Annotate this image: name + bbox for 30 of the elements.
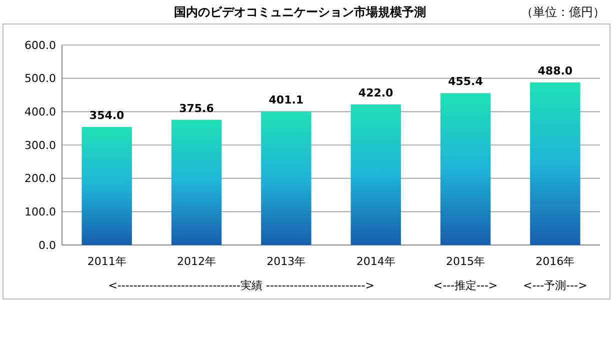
text: <-------------------------------実績 -------------------------> <box>108 279 374 292</box>
chart-title: 国内のビデオコミュニケーション市場規模予測 <box>174 5 426 19</box>
text: <---予測---> <box>523 279 588 292</box>
bar <box>171 120 222 245</box>
text: <---推定---> <box>433 279 498 292</box>
y-tick-label: 500.0 <box>24 72 56 86</box>
bar <box>530 82 580 245</box>
y-tick-label: 400.0 <box>24 106 56 119</box>
bar <box>440 93 491 245</box>
data-label: 375.6 <box>179 102 214 115</box>
text: （単位：億円） <box>521 5 605 19</box>
data-label: 422.0 <box>358 86 394 100</box>
bar <box>261 111 312 245</box>
y-tick-label: 300.0 <box>24 138 56 152</box>
x-tick-label: 2012年 <box>177 255 216 268</box>
data-label: 455.4 <box>448 75 484 88</box>
x-tick-label: 2016年 <box>536 255 575 268</box>
x-tick-label: 2011年 <box>87 255 126 268</box>
x-tick-label: 2013年 <box>266 255 306 268</box>
y-tick-label: 100.0 <box>24 206 56 219</box>
x-tick-label: 2015年 <box>446 255 485 268</box>
data-label: 401.1 <box>268 93 304 106</box>
bar <box>82 127 132 245</box>
y-tick-label: 200.0 <box>24 172 56 186</box>
y-tick-label: 0.0 <box>38 238 56 252</box>
bar <box>350 104 401 245</box>
data-label: 488.0 <box>538 64 573 78</box>
data-label: 354.0 <box>89 109 125 122</box>
y-tick-label: 600.0 <box>24 38 56 52</box>
x-tick-label: 2014年 <box>356 255 396 268</box>
